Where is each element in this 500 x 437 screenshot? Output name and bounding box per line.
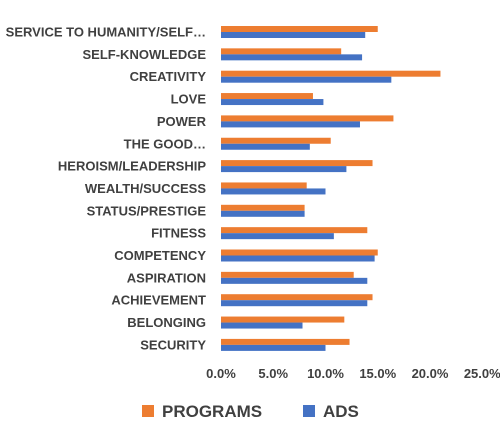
category-label: SELF-KNOWLEDGE [83,47,207,62]
category-label: CREATIVITY [130,69,207,84]
bars [221,26,441,351]
programs-bar [221,70,441,77]
category-label: WEALTH/SUCCESS [85,181,206,196]
ads-bar [221,32,366,38]
ads-bar [221,99,324,106]
x-tick-label: 0.0% [206,366,236,381]
programs-bar [221,249,378,256]
category-label: LOVE [171,92,207,107]
category-label: POWER [157,114,207,129]
programs-bar [221,137,331,144]
ads-bar [221,277,368,284]
programs-bar [221,182,307,189]
category-label: BELONGING [127,315,206,330]
legend-label-programs: PROGRAMS [162,402,262,421]
legend-label-ads: ADS [323,402,359,421]
category-label: FITNESS [151,226,206,241]
category-label: ACHIEVEMENT [111,293,206,308]
ads-bar [221,121,360,128]
x-tick-label: 20.0% [412,366,449,381]
programs-bar [221,227,368,234]
legend: PROGRAMS ADS [142,402,359,421]
ads-bar [221,143,310,150]
ads-bar [221,210,305,217]
category-label: SECURITY [140,337,206,352]
ads-bar [221,188,326,195]
category-label: HEROISM/LEADERSHIP [58,159,206,174]
x-tick-label: 15.0% [359,366,396,381]
legend-swatch-ads [303,405,315,417]
ads-bar [221,76,392,83]
programs-bar [221,115,394,122]
ads-bar [221,166,347,173]
x-tick-label: 5.0% [258,366,288,381]
programs-bar [221,271,354,278]
category-label: ASPIRATION [127,270,206,285]
category-label: SERVICE TO HUMANITY/SELF… [6,25,206,40]
ads-bar [221,300,368,307]
programs-bar [221,93,313,100]
ads-bar [221,344,326,351]
category-label: COMPETENCY [114,248,206,263]
programs-bar [221,316,345,323]
ads-bar [221,255,375,262]
programs-bar [221,48,342,55]
category-label: THE GOOD… [124,136,206,151]
programs-bar [221,204,305,211]
programs-bar [221,338,350,345]
x-tick-label: 25.0% [464,366,500,381]
category-label: STATUS/PRESTIGE [87,203,207,218]
ads-bar [221,322,303,329]
ads-bar [221,233,334,240]
programs-bar [221,26,378,32]
ads-bar [221,54,363,61]
programs-bar [221,294,373,301]
programs-bar [221,160,373,167]
x-axis-tick-labels: 0.0% 5.0% 10.0% 15.0% 20.0% 25.0% [206,366,500,381]
legend-swatch-programs [142,405,154,417]
category-labels: SERVICE TO HUMANITY/SELF… SELF-KNOWLEDGE C… [6,25,207,353]
x-tick-label: 10.0% [307,366,344,381]
